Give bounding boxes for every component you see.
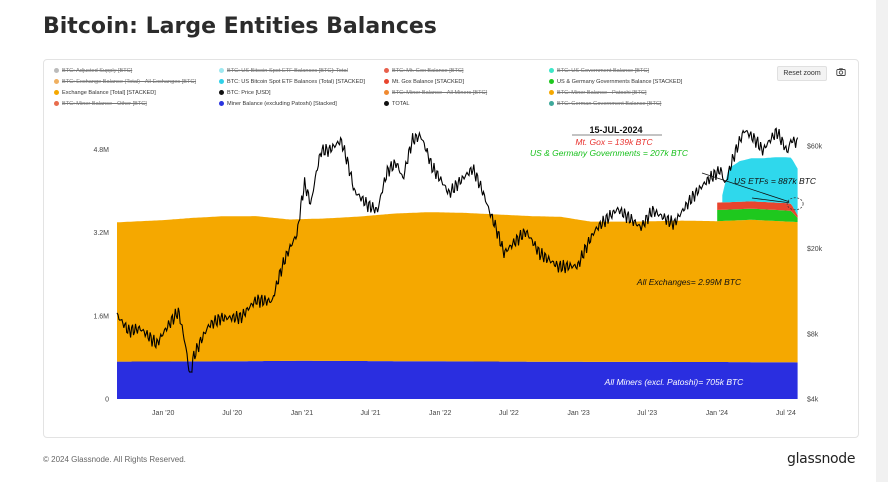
price-line — [116, 127, 799, 373]
annotation-governments: US & Germany Governments = 207k BTC — [530, 148, 689, 158]
legend-item[interactable]: BTC: US Government Balance [BTC] — [549, 66, 749, 75]
legend-marker — [54, 79, 59, 84]
legend-label: BTC: US Bitcoin Spot ETF Balances [BTC]:… — [227, 67, 348, 74]
exchanges-area — [117, 212, 798, 363]
legend-item[interactable]: BTC: Adjusted Supply [BTC] — [54, 66, 217, 75]
reset-zoom-button[interactable]: Reset zoom — [777, 66, 827, 81]
etf-leader-line — [751, 197, 790, 204]
legend-label: Miner Balance (excluding Patoshi) [Stack… — [227, 100, 337, 107]
legend-item[interactable]: BTC: Mt. Gox Balance [BTC] — [384, 66, 547, 75]
focus-circle — [786, 197, 804, 211]
y-left-tick-label: 0 — [105, 397, 109, 404]
legend-marker — [219, 90, 224, 95]
x-tick-label: Jul '24 — [776, 410, 796, 417]
y-right-tick-label: $8k — [807, 332, 819, 339]
legend-marker — [54, 90, 59, 95]
legend-label: TOTAL — [392, 100, 410, 107]
scrollbar-track[interactable] — [876, 0, 888, 482]
legend-label: BTC: German Government Balance [BTC] — [557, 100, 662, 107]
legend-label: BTC: Exchange Balance (Total) - All Exch… — [62, 78, 196, 85]
legend-label: BTC: Adjusted Supply [BTC] — [62, 67, 133, 74]
x-tick-label: Jan '21 — [291, 410, 313, 417]
legend-marker — [549, 101, 554, 106]
y-right-tick-label: $20k — [807, 246, 823, 253]
legend-label: BTC: US Government Balance [BTC] — [557, 67, 650, 74]
chart-legend: BTC: Adjusted Supply [BTC] BTC: US Bitcoi… — [54, 66, 774, 108]
legend-item[interactable]: BTC: Miner Balance - All Miners [BTC] — [384, 88, 547, 97]
legend-label: BTC: Price [USD] — [227, 89, 271, 96]
legend-marker — [219, 79, 224, 84]
chart-card: BTC: Adjusted Supply [BTC] BTC: US Bitcoi… — [43, 59, 859, 438]
chart-plot: Jan '20 Jul '20 Jan '21 Jul '21 Jan '22 Jul '… — [93, 108, 823, 417]
legend-item[interactable]: BTC: Price [USD] — [219, 88, 382, 97]
legend-item[interactable]: Mt. Gox Balance [STACKED] — [384, 77, 547, 86]
legend-marker — [54, 68, 59, 73]
x-tick-label: Jul '23 — [637, 410, 657, 417]
legend-marker — [219, 101, 224, 106]
y-left-tick-label: 4.8M — [93, 147, 109, 154]
x-tick-label: Jan '23 — [567, 410, 589, 417]
legend-item[interactable]: TOTAL — [384, 99, 547, 108]
legend-marker — [219, 68, 224, 73]
legend-marker — [549, 90, 554, 95]
miners-area — [117, 360, 798, 399]
x-tick-label: Jan '22 — [429, 410, 451, 417]
legend-marker — [384, 68, 389, 73]
camera-icon[interactable] — [836, 67, 846, 77]
legend-label: BTC: Miner Balance - Other [BTC] — [62, 100, 147, 107]
y-right-tick-label: $4k — [807, 397, 819, 404]
legend-item[interactable]: BTC: US Bitcoin Spot ETF Balances [BTC]:… — [219, 66, 382, 75]
legend-label: Mt. Gox Balance [STACKED] — [392, 78, 465, 85]
legend-item[interactable]: BTC: Miner Balance - Other [BTC] — [54, 99, 217, 108]
legend-label: BTC: Mt. Gox Balance [BTC] — [392, 67, 464, 74]
x-tick-label: Jul '20 — [222, 410, 242, 417]
x-tick-label: Jan '24 — [706, 410, 728, 417]
annotation-exchanges: All Exchanges= 2.99M BTC — [636, 277, 742, 287]
governments-area — [717, 208, 798, 223]
legend-label: US & Germany Governments Balance [STACKE… — [557, 78, 683, 85]
x-tick-label: Jul '22 — [499, 410, 519, 417]
legend-item[interactable]: BTC: US Bitcoin Spot ETF Balances (Total… — [219, 77, 382, 86]
legend-marker — [549, 79, 554, 84]
gov-leader-line — [701, 172, 790, 203]
glassnode-logo: glassnode — [787, 451, 856, 467]
x-tick-label: Jul '21 — [361, 410, 381, 417]
legend-marker — [384, 79, 389, 84]
legend-marker — [384, 101, 389, 106]
legend-item[interactable]: BTC: Exchange Balance (Total) - All Exch… — [54, 77, 217, 86]
legend-label: BTC: Miner Balance - Patoshi [BTC] — [557, 89, 647, 96]
mtgox-area — [717, 201, 798, 218]
legend-label: BTC: Miner Balance - All Miners [BTC] — [392, 89, 488, 96]
y-right-tick-label: $60k — [807, 143, 823, 150]
annotation-miners: All Miners (excl. Patoshi)= 705k BTC — [604, 377, 745, 387]
legend-marker — [384, 90, 389, 95]
etf-area — [722, 157, 798, 216]
legend-marker — [549, 68, 554, 73]
legend-item[interactable]: BTC: Miner Balance - Patoshi [BTC] — [549, 88, 749, 97]
legend-label: Exchange Balance [Total] [STACKED] — [62, 89, 156, 96]
y-left-tick-label: 3.2M — [93, 230, 109, 237]
legend-item[interactable]: BTC: German Government Balance [BTC] — [549, 99, 749, 108]
legend-marker — [54, 101, 59, 106]
legend-item[interactable]: US & Germany Governments Balance [STACKE… — [549, 77, 749, 86]
legend-label: BTC: US Bitcoin Spot ETF Balances (Total… — [227, 78, 365, 85]
legend-item[interactable]: Exchange Balance [Total] [STACKED] — [54, 88, 217, 97]
x-tick-label: Jan '20 — [152, 410, 174, 417]
annotation-mtgox: Mt. Gox = 139k BTC — [575, 137, 653, 147]
y-left-tick-label: 1.6M — [93, 313, 109, 320]
page-title: Bitcoin: Large Entities Balances — [43, 14, 437, 39]
footer-copyright: © 2024 Glassnode. All Rights Reserved. — [43, 455, 186, 464]
legend-item[interactable]: Miner Balance (excluding Patoshi) [Stack… — [219, 99, 382, 108]
annotation-date: 15-JUL-2024 — [589, 125, 642, 135]
annotation-etf: US ETFs = 887k BTC — [734, 176, 817, 186]
